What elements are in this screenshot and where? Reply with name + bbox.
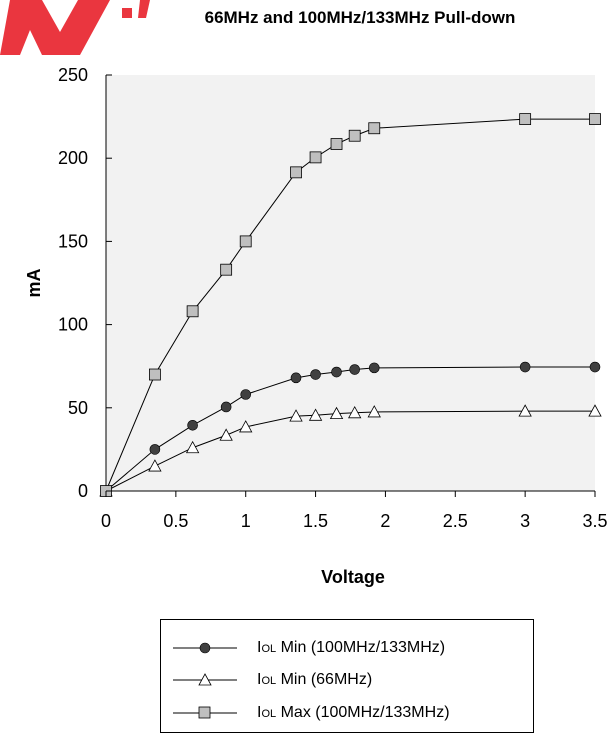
series-line-square: [105, 118, 595, 492]
data-point-circle: [220, 401, 232, 413]
watermark-logo: [0, 0, 150, 55]
data-point-square: [220, 263, 233, 276]
series-line-circle: [105, 366, 595, 492]
data-point-circle: [240, 389, 252, 400]
data-point-circle: [519, 361, 531, 373]
x-tick-label: 2.5: [443, 511, 468, 531]
legend-label: IOL Min (66MHz): [257, 671, 373, 688]
data-point-circle: [149, 444, 161, 455]
legend-swatch-triangle: [173, 673, 237, 686]
legend-label: IOL Max (100MHz/133MHz): [257, 704, 450, 721]
chart-svg: 0 50 100 150 200 250 0 0.5 1 1.5 2 2.5 3 3.5 mA Volta…: [24, 65, 608, 587]
data-point-square: [330, 138, 343, 150]
x-axis-label: Voltage: [321, 567, 385, 587]
data-point-square: [186, 305, 199, 318]
y-tick-label: 250: [58, 65, 88, 85]
data-point-triangle: [185, 440, 200, 454]
data-point-square: [239, 235, 252, 248]
legend-swatch-circle: [173, 642, 237, 654]
y-tick-label: 150: [58, 231, 88, 251]
data-point-circle: [290, 372, 302, 384]
data-point-triangle: [348, 405, 362, 419]
x-tick-label: 1: [241, 511, 251, 531]
data-point-square: [290, 166, 302, 179]
data-point-triangle: [239, 420, 253, 433]
data-point-square: [519, 113, 532, 125]
data-point-square: [368, 122, 381, 135]
data-point-circle: [368, 362, 380, 374]
data-point-circle: [187, 419, 198, 431]
y-axis-label: mA: [24, 268, 44, 297]
x-tick-label: 0: [101, 511, 111, 531]
legend-label: IOL Min (100MHz/133MHz): [257, 639, 446, 656]
data-point-triangle: [219, 428, 233, 441]
data-point-triangle: [329, 406, 344, 420]
data-point-square: [348, 129, 361, 142]
data-point-triangle: [518, 404, 532, 417]
y-tick-label: 200: [58, 148, 88, 168]
data-point-triangle: [308, 408, 323, 421]
series-line-triangle: [105, 410, 595, 492]
plot-area: [106, 75, 595, 491]
data-point-circle: [331, 366, 342, 378]
x-tick-label: 3.5: [582, 511, 607, 531]
legend-item: IOL Min (66MHz): [161, 667, 533, 693]
chart-title: 66MHz and 100MHz/133MHz Pull-down: [204, 8, 516, 27]
legend-swatch-square: [173, 706, 237, 719]
data-point-triangle: [367, 405, 381, 418]
y-tick-label: 0: [78, 481, 88, 501]
data-point-triangle: [148, 459, 162, 472]
data-point-triangle: [588, 404, 602, 417]
x-tick-label: 3: [520, 511, 530, 531]
y-tick-label: 50: [68, 398, 88, 418]
x-tick-label: 2: [380, 511, 390, 531]
x-tick-label: 0.5: [163, 511, 188, 531]
data-point-circle: [349, 364, 360, 375]
data-point-circle: [310, 369, 321, 380]
legend: IOL Min (100MHz/133MHz) IOL Min (66MHz) …: [160, 619, 534, 733]
legend-item: IOL Max (100MHz/133MHz): [161, 700, 533, 726]
data-point-triangle: [289, 409, 303, 422]
y-tick-label: 100: [58, 315, 88, 335]
legend-item: IOL Min (100MHz/133MHz): [161, 635, 533, 661]
tick-layer: 0 50 100 150 200 250 0 0.5 1 1.5 2 2.5 3 3.5: [58, 65, 608, 531]
x-tick-label: 1.5: [303, 511, 328, 531]
axes: [105, 75, 595, 492]
data-point-square: [148, 368, 161, 381]
data-point-circle: [589, 361, 601, 373]
data-point-square: [589, 113, 601, 125]
data-point-square: [309, 151, 322, 164]
